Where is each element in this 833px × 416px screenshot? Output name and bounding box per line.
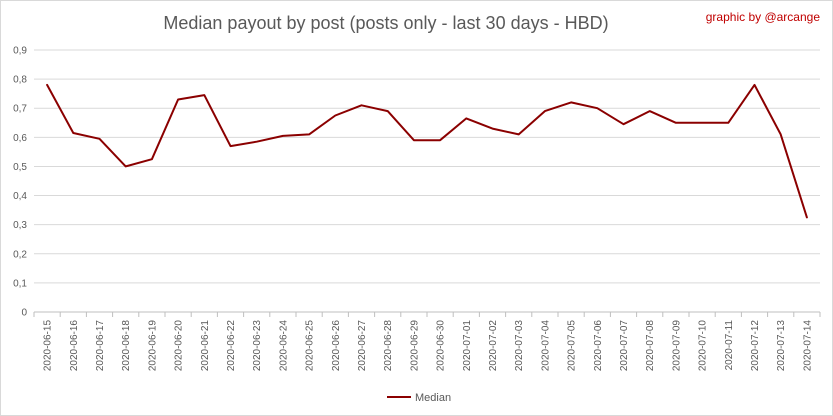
x-tick-label: 2020-06-25 <box>305 320 316 372</box>
y-tick-label: 0,7 <box>13 104 27 115</box>
legend-label: Median <box>415 392 451 404</box>
y-tick-label: 0,3 <box>13 220 27 231</box>
y-tick-label: 0,5 <box>13 162 27 173</box>
x-tick-label: 2020-06-18 <box>121 320 132 372</box>
chart-title: Median payout by post (posts only - last… <box>163 13 609 33</box>
y-tick-label: 0,8 <box>13 75 27 86</box>
y-tick-label: 0,9 <box>13 46 27 57</box>
y-tick-label: 0,1 <box>13 278 27 289</box>
x-tick-label: 2020-06-21 <box>200 320 211 372</box>
x-tick-label: 2020-07-04 <box>540 320 551 372</box>
x-tick-label: 2020-07-05 <box>567 320 578 372</box>
y-tick-label: 0,6 <box>13 133 27 144</box>
x-tick-label: 2020-07-13 <box>776 320 787 372</box>
x-tick-label: 2020-07-08 <box>645 320 656 372</box>
x-tick-label: 2020-07-07 <box>619 320 630 372</box>
x-tick-label: 2020-06-27 <box>357 320 368 372</box>
x-tick-label: 2020-06-28 <box>383 320 394 372</box>
x-tick-label: 2020-06-23 <box>252 320 263 372</box>
x-tick-label: 2020-07-14 <box>802 320 813 372</box>
x-tick-label: 2020-07-03 <box>514 320 525 372</box>
credit-label: graphic by @arcange <box>705 10 820 24</box>
x-tick-label: 2020-06-26 <box>331 320 342 372</box>
x-tick-label: 2020-07-12 <box>750 320 761 372</box>
x-tick-label: 2020-06-17 <box>95 320 106 372</box>
x-tick-label: 2020-06-16 <box>69 320 80 372</box>
x-tick-label: 2020-06-20 <box>174 320 185 372</box>
x-tick-label: 2020-07-11 <box>724 320 735 371</box>
x-tick-label: 2020-07-06 <box>593 320 604 372</box>
x-tick-label: 2020-06-19 <box>147 320 158 372</box>
x-tick-label: 2020-07-01 <box>462 320 473 372</box>
y-tick-label: 0 <box>21 308 27 319</box>
series-line-median <box>46 83 808 219</box>
x-tick-label: 2020-07-02 <box>488 320 499 372</box>
x-tick-label: 2020-06-22 <box>226 320 237 372</box>
x-tick-label: 2020-07-10 <box>698 320 709 372</box>
x-tick-label: 2020-06-15 <box>43 320 54 372</box>
x-tick-label: 2020-07-09 <box>671 320 682 372</box>
x-tick-label: 2020-06-24 <box>278 320 289 372</box>
x-tick-label: 2020-06-29 <box>409 320 420 372</box>
y-tick-label: 0,4 <box>13 191 27 202</box>
x-tick-label: 2020-06-30 <box>436 320 447 372</box>
y-tick-label: 0,2 <box>13 249 27 260</box>
